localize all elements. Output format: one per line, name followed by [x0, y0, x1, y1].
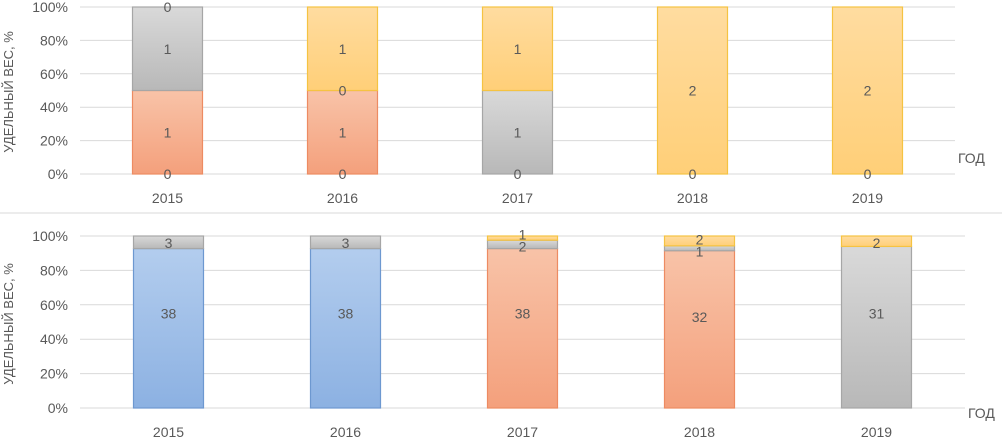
x-tick-label: 2018	[684, 424, 715, 439]
chart-bottom: УДЕЛЬНЫЙ ВЕС, % ГОД 0% 20% 40% 60% 80% 100% 20…	[1, 226, 995, 439]
y-tick-label: 20%	[40, 366, 68, 382]
y-tick-label: 80%	[40, 262, 68, 278]
y-tick-label: 40%	[40, 99, 68, 115]
bar-segment	[132, 235, 205, 250]
bar-segment	[481, 89, 554, 175]
data-label: 1	[514, 124, 522, 140]
data-label: 38	[515, 305, 531, 321]
data-label: 0	[339, 83, 347, 99]
x-tick-label: 2015	[152, 190, 183, 206]
data-label: 2	[873, 235, 881, 251]
chart-top-ylabel: УДЕЛЬНЫЙ ВЕС, %	[1, 31, 16, 153]
data-label: 32	[692, 309, 708, 325]
data-label: 1	[696, 243, 704, 259]
data-label: 1	[164, 124, 172, 140]
data-label: 2	[519, 238, 527, 254]
data-label: 2	[689, 83, 697, 99]
data-label: 1	[514, 41, 522, 57]
y-tick-label: 60%	[40, 297, 68, 313]
bar-segment	[831, 6, 904, 175]
bar-segment	[132, 247, 205, 409]
y-tick-label: 20%	[40, 133, 68, 149]
bar-segment	[656, 6, 729, 175]
bar-segment	[309, 247, 382, 409]
bar-segment	[840, 235, 913, 248]
data-label: 1	[339, 41, 347, 57]
y-tick-label: 100%	[32, 0, 68, 15]
bar-segment	[663, 250, 736, 409]
y-tick-label: 0%	[48, 400, 68, 416]
data-label: 1	[164, 41, 172, 57]
chart-bottom-ylabel: УДЕЛЬНЫЙ ВЕС, %	[1, 263, 16, 385]
bar-segment	[131, 6, 204, 92]
data-label: 3	[342, 235, 350, 251]
y-tick-label: 100%	[32, 228, 68, 244]
data-label: 0	[339, 166, 347, 182]
x-tick-label: 2017	[502, 190, 533, 206]
x-tick-label: 2016	[330, 424, 361, 439]
bar-segment	[306, 6, 379, 92]
x-tick-label: 2017	[507, 424, 538, 439]
data-label: 3	[165, 235, 173, 251]
data-label: 1	[339, 124, 347, 140]
bar-segment	[486, 247, 559, 409]
x-tick-label: 2015	[153, 424, 184, 439]
y-tick-label: 60%	[40, 66, 68, 82]
x-tick-label: 2018	[677, 190, 708, 206]
chart-top: УДЕЛЬНЫЙ ВЕС, % ГОД 0%20%40%60%80%100%20…	[1, 0, 985, 206]
data-label: 38	[161, 305, 177, 321]
bar-segment	[306, 89, 379, 175]
bar-segment	[486, 235, 559, 241]
data-label: 0	[689, 166, 697, 182]
data-label: 0	[164, 0, 172, 15]
data-label: 38	[338, 305, 354, 321]
x-tick-label: 2019	[852, 190, 883, 206]
x-tick-label: 2016	[327, 190, 358, 206]
bar-segment	[840, 245, 913, 409]
data-label: 2	[864, 83, 872, 99]
data-label: 1	[519, 226, 527, 242]
data-label: 2	[696, 231, 704, 247]
y-tick-label: 80%	[40, 32, 68, 48]
data-label: 0	[864, 166, 872, 182]
bar-segment	[663, 235, 736, 247]
x-tick-label: 2019	[861, 424, 892, 439]
chart-bottom-xunit: ГОД	[968, 405, 995, 421]
y-tick-label: 40%	[40, 331, 68, 347]
data-label: 0	[514, 166, 522, 182]
y-tick-label: 0%	[48, 166, 68, 182]
chart-top-xunit: ГОД	[958, 150, 985, 166]
bar-segment	[309, 235, 382, 250]
data-label: 31	[869, 305, 885, 321]
data-label: 0	[164, 166, 172, 182]
bar-segment	[481, 6, 554, 92]
bar-segment	[131, 89, 204, 175]
